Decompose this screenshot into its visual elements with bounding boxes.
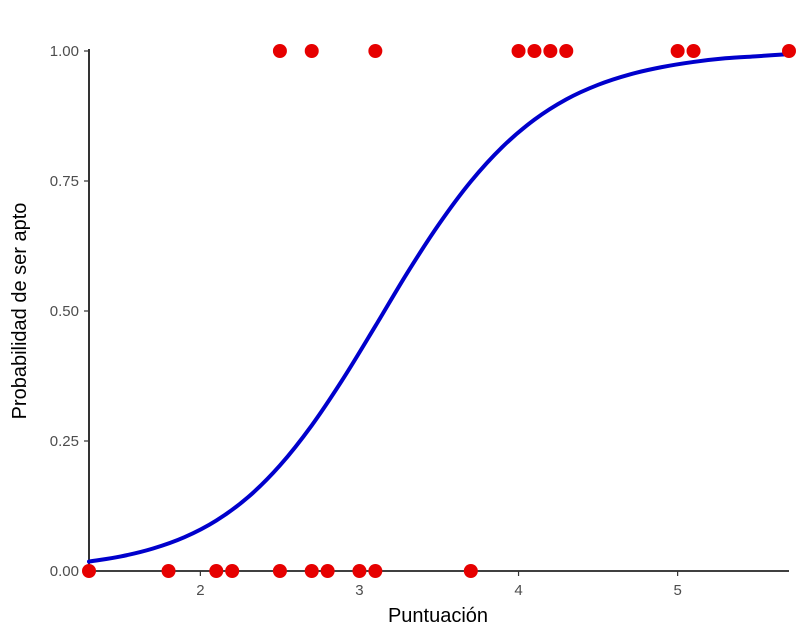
y-tick-label: 0.50 xyxy=(50,303,79,320)
axes xyxy=(84,49,789,576)
data-point xyxy=(559,44,574,58)
data-point xyxy=(527,44,542,58)
data-point xyxy=(82,564,96,578)
y-tick-label: 0.75 xyxy=(50,173,79,190)
data-point xyxy=(670,44,685,58)
y-tick-label: 0.25 xyxy=(50,433,79,450)
data-point xyxy=(782,44,796,58)
data-point xyxy=(368,44,383,58)
x-tick-label: 3 xyxy=(355,582,363,599)
tick-labels: 0.00 0.25 0.50 0.75 1.00 2 3 4 5 xyxy=(50,43,682,599)
data-point xyxy=(161,564,176,578)
data-points xyxy=(82,44,796,578)
data-point xyxy=(352,564,367,578)
data-point xyxy=(272,44,287,58)
data-point xyxy=(320,564,335,578)
data-point xyxy=(543,44,558,58)
y-tick-label: 1.00 xyxy=(50,43,79,60)
data-point xyxy=(511,44,526,58)
y-axis-title: Probabilidad de ser apto xyxy=(9,203,31,420)
data-point xyxy=(304,44,319,58)
data-point xyxy=(272,564,287,578)
data-point xyxy=(686,44,701,58)
fitted-logistic-curve xyxy=(87,52,791,564)
x-tick-label: 4 xyxy=(514,582,522,599)
data-point xyxy=(463,564,478,578)
x-tick-label: 2 xyxy=(196,582,204,599)
data-point xyxy=(368,564,383,578)
data-point xyxy=(304,564,319,578)
x-tick-label: 5 xyxy=(673,582,681,599)
data-point xyxy=(225,564,240,578)
y-tick-label: 0.00 xyxy=(50,563,79,580)
data-point xyxy=(209,564,224,578)
x-axis-title: Puntuación xyxy=(388,605,488,627)
